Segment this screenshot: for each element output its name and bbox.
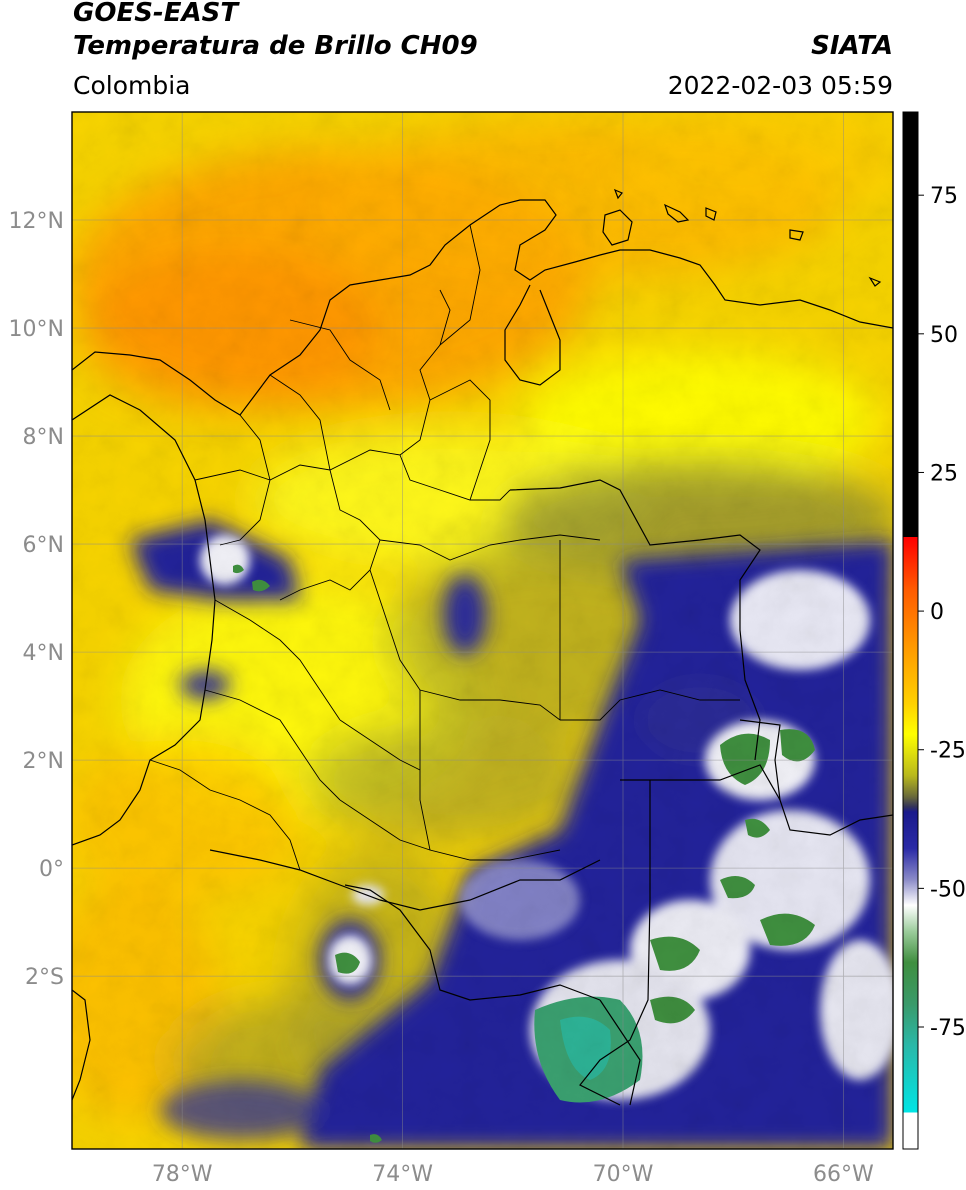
map-gridlines	[72, 112, 893, 1149]
lat-tick-label: 10°N	[9, 317, 64, 342]
lon-tick-label: 74°W	[372, 1162, 433, 1187]
colorbar-scale	[902, 111, 919, 1150]
product-title: Temperatura de Brillo CH09	[73, 31, 478, 61]
region-label: Colombia	[73, 71, 191, 100]
colorbar-tick-label: -50	[930, 877, 966, 902]
colorbar-tick-label: -75	[930, 1016, 966, 1041]
lat-tick-label: 2°N	[23, 749, 64, 774]
lat-tick-label: 2°S	[25, 965, 64, 990]
colorbar-ticks: 75 50 25 0 -25 -50 -75	[918, 184, 966, 1041]
colorbar-tick-label: 0	[930, 600, 944, 625]
satellite-title: GOES-EAST	[73, 0, 239, 28]
lat-tick-label: 6°N	[23, 533, 64, 558]
colorbar-tick-label: 50	[930, 323, 958, 348]
datetime-label: 2022-02-03 05:59	[667, 71, 893, 100]
colorbar-tick-label: 75	[930, 184, 958, 209]
colorbar: 75 50 25 0 -25 -50 -75	[902, 111, 966, 1150]
lat-tick-label: 4°N	[23, 641, 64, 666]
latitude-labels: 12°N 10°N 8°N 6°N 4°N 2°N 0° 2°S	[9, 209, 64, 990]
lon-tick-label: 78°W	[152, 1162, 213, 1187]
longitude-labels: 78°W 74°W 70°W 66°W	[152, 1162, 874, 1187]
country-borders	[72, 188, 893, 1106]
map-frame	[71, 111, 894, 1150]
lat-tick-label: 0°	[39, 857, 64, 882]
lat-tick-label: 12°N	[9, 209, 64, 234]
colorbar-tick-label: -25	[930, 739, 966, 764]
brightness-temperature-field	[72, 112, 893, 1149]
lat-tick-label: 8°N	[23, 425, 64, 450]
lon-tick-label: 70°W	[593, 1162, 654, 1187]
brand-label: SIATA	[811, 31, 893, 61]
lon-tick-label: 66°W	[813, 1162, 874, 1187]
colorbar-tick-label: 25	[930, 461, 958, 486]
